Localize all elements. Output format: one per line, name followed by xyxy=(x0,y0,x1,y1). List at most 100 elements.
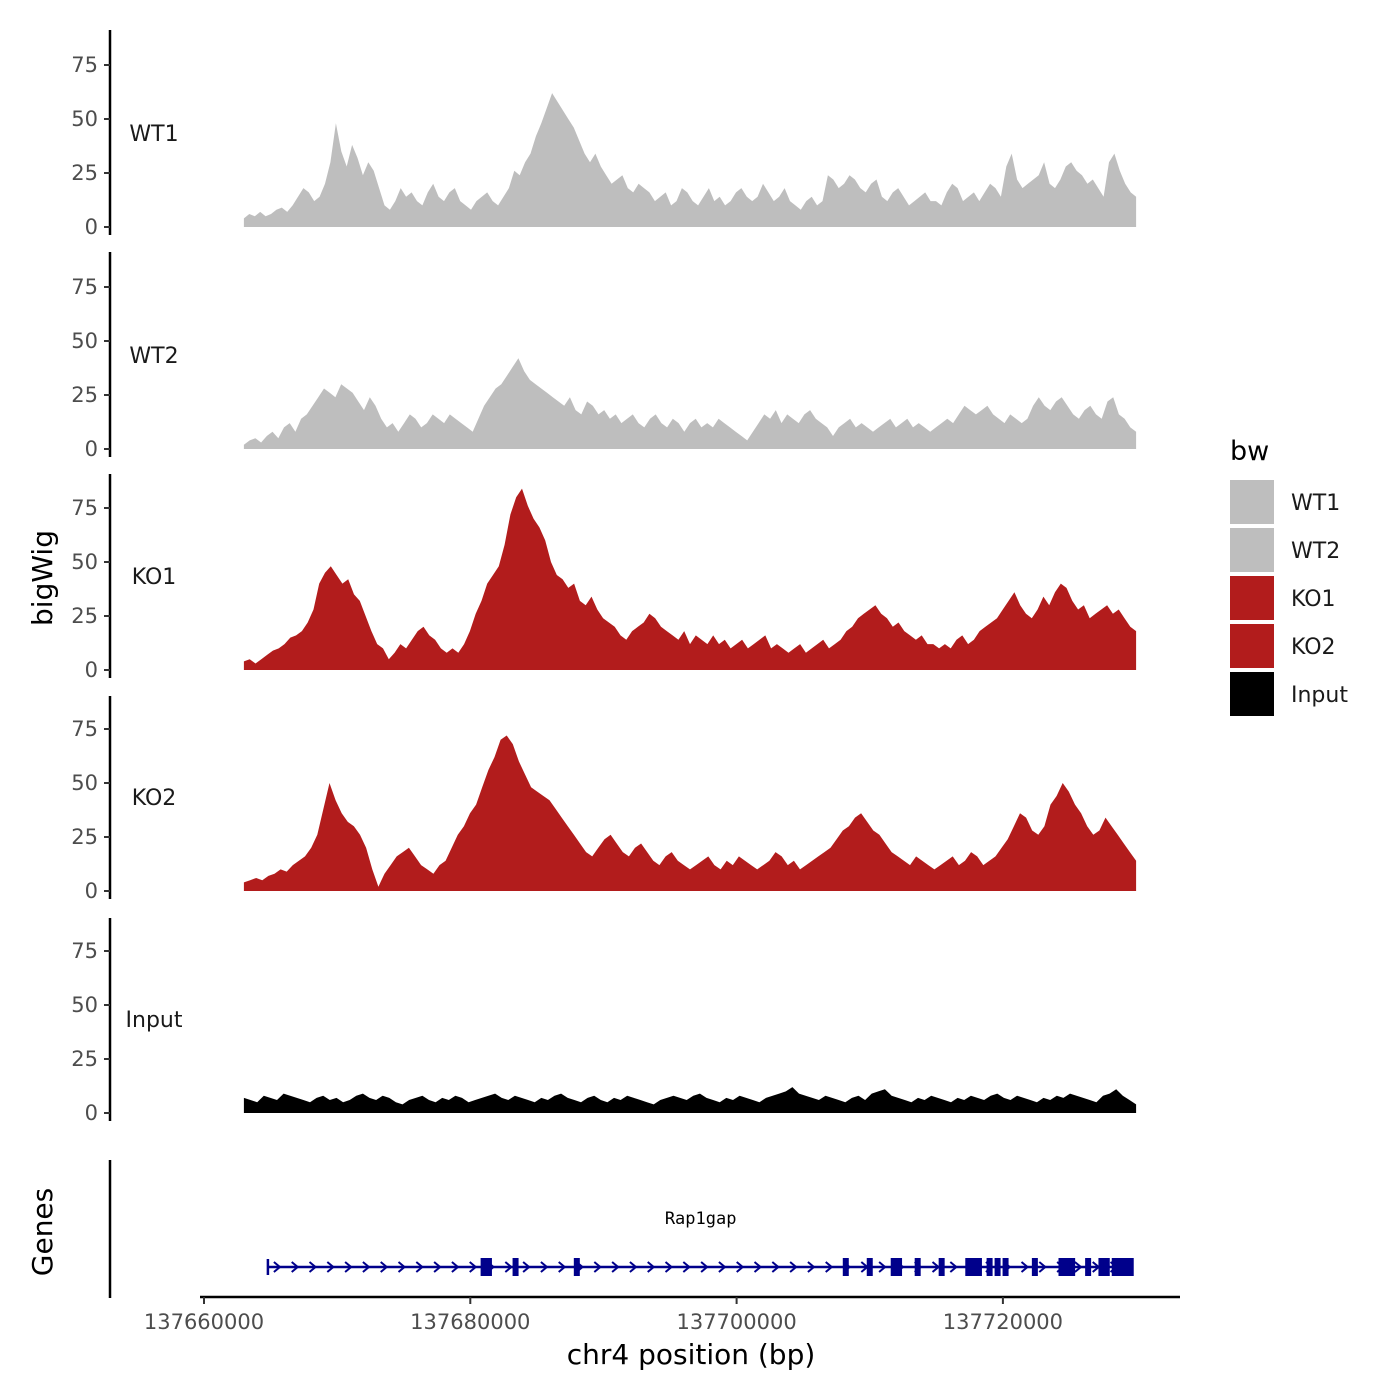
exon-mark xyxy=(1002,1258,1009,1276)
strand-chevron xyxy=(1074,1261,1083,1273)
legend-label: WT1 xyxy=(1291,491,1340,516)
exon-mark xyxy=(1117,1258,1124,1276)
strand-chevron xyxy=(522,1261,531,1273)
track-ko1: 0 25 50 75 KO1 xyxy=(71,474,1137,682)
exon-mark xyxy=(994,1258,1001,1276)
exon-mark xyxy=(970,1258,977,1276)
strand-chevron xyxy=(1038,1261,1047,1273)
exon-mark xyxy=(896,1258,903,1276)
x-tick-label: 137680000 xyxy=(410,1310,530,1334)
y-axis-title: bigWig xyxy=(26,530,59,626)
strand-chevron xyxy=(451,1261,460,1273)
exon-mark xyxy=(1103,1258,1110,1276)
legend-item-wt1: WT1 xyxy=(1230,480,1340,524)
strand-chevron xyxy=(397,1261,407,1273)
track-label: WT1 xyxy=(129,122,178,147)
exon-mark xyxy=(1058,1258,1065,1276)
exon-mark xyxy=(512,1258,519,1276)
legend-label: KO1 xyxy=(1291,587,1336,612)
x-axis: 137660000 137680000 137700000 137720000 xyxy=(144,1295,1180,1334)
y-tick-label: 25 xyxy=(71,604,98,628)
tracks-group: 0 25 50 75 WT1 0 25 50 75 WT2 0 25 50 75 KO1 0 25 50 75 KO2… xyxy=(71,30,1137,1125)
track-label: KO1 xyxy=(132,565,177,590)
track-ko2: 0 25 50 75 KO2 xyxy=(71,696,1137,903)
strand-chevron xyxy=(504,1261,513,1273)
y-tick-label: 75 xyxy=(71,53,98,77)
gene-name-label: Rap1gap xyxy=(665,1209,737,1229)
strand-chevron xyxy=(949,1261,958,1273)
track-label: KO2 xyxy=(132,786,177,811)
exon-mark xyxy=(1085,1258,1092,1276)
exon-mark xyxy=(866,1258,873,1276)
y-tick-label: 25 xyxy=(71,383,98,407)
strand-chevron xyxy=(291,1261,300,1273)
strand-chevron xyxy=(611,1261,620,1273)
y-tick-label: 75 xyxy=(71,939,98,963)
y-tick-label: 25 xyxy=(71,825,98,849)
y-tick-label: 0 xyxy=(85,215,98,239)
track-wt2: 0 25 50 75 WT2 xyxy=(71,252,1137,461)
y-tick-label: 75 xyxy=(71,496,98,520)
strand-chevron xyxy=(593,1261,602,1273)
legend-label: Input xyxy=(1291,683,1348,708)
y-tick-label: 0 xyxy=(85,658,98,682)
strand-chevron xyxy=(753,1261,763,1273)
exon-mark xyxy=(842,1258,849,1276)
track-area-ko2 xyxy=(243,735,1137,891)
y-tick-label: 25 xyxy=(71,161,98,185)
strand-chevron xyxy=(931,1261,941,1273)
legend-swatch xyxy=(1230,528,1274,572)
exon-mark xyxy=(965,1258,972,1276)
legend-label: KO2 xyxy=(1291,635,1336,660)
y-tick-label: 50 xyxy=(71,771,98,795)
y-tick-label: 50 xyxy=(71,550,98,574)
strand-chevron xyxy=(807,1261,816,1273)
strand-chevron xyxy=(362,1261,371,1273)
y-tick-label: 25 xyxy=(71,1047,98,1071)
exon-mark xyxy=(986,1258,993,1276)
track-label: Input xyxy=(126,1008,183,1033)
y-tick-label: 75 xyxy=(71,275,98,299)
strand-chevron xyxy=(647,1261,656,1273)
strand-chevron xyxy=(629,1261,638,1273)
x-tick-label: 137660000 xyxy=(144,1310,264,1334)
track-area-wt1 xyxy=(243,93,1137,227)
legend-label: WT2 xyxy=(1291,539,1340,564)
strand-chevron xyxy=(736,1261,745,1273)
strand-chevron xyxy=(682,1261,691,1273)
y-tick-label: 0 xyxy=(85,879,98,903)
exon-mark xyxy=(1111,1258,1118,1276)
legend-item-ko1: KO1 xyxy=(1230,576,1336,620)
track-area-input xyxy=(243,1087,1137,1113)
strand-chevron xyxy=(326,1261,335,1273)
exon-mark xyxy=(1127,1258,1134,1276)
y-tick-label: 75 xyxy=(71,717,98,741)
legend-swatch xyxy=(1230,480,1274,524)
strand-chevron xyxy=(433,1261,442,1273)
track-input: 0 25 50 75 Input xyxy=(71,918,1137,1125)
y-tick-label: 50 xyxy=(71,993,98,1017)
legend-swatch xyxy=(1230,576,1274,620)
strand-chevron xyxy=(825,1261,834,1273)
exon-mark xyxy=(1031,1258,1038,1276)
legend-item-input: Input xyxy=(1230,672,1348,716)
exon-mark xyxy=(573,1258,580,1276)
track-label: WT2 xyxy=(129,344,178,369)
genes-panel-title: Genes xyxy=(26,1188,59,1276)
strand-chevron xyxy=(789,1261,798,1273)
exon-mark xyxy=(938,1258,945,1276)
legend-swatch xyxy=(1230,624,1274,668)
legend-item-wt2: WT2 xyxy=(1230,528,1340,572)
strand-chevron xyxy=(469,1261,478,1273)
strand-chevron xyxy=(771,1261,780,1273)
strand-chevron xyxy=(344,1261,353,1273)
strand-chevron xyxy=(558,1261,567,1273)
strand-chevron xyxy=(415,1261,424,1273)
strand-chevron xyxy=(540,1261,549,1273)
legend: WT1 WT2 KO1 KO2 Input xyxy=(1230,480,1348,716)
x-tick-label: 137720000 xyxy=(943,1310,1063,1334)
x-tick-label: 137700000 xyxy=(676,1310,796,1334)
legend-swatch xyxy=(1230,672,1274,716)
